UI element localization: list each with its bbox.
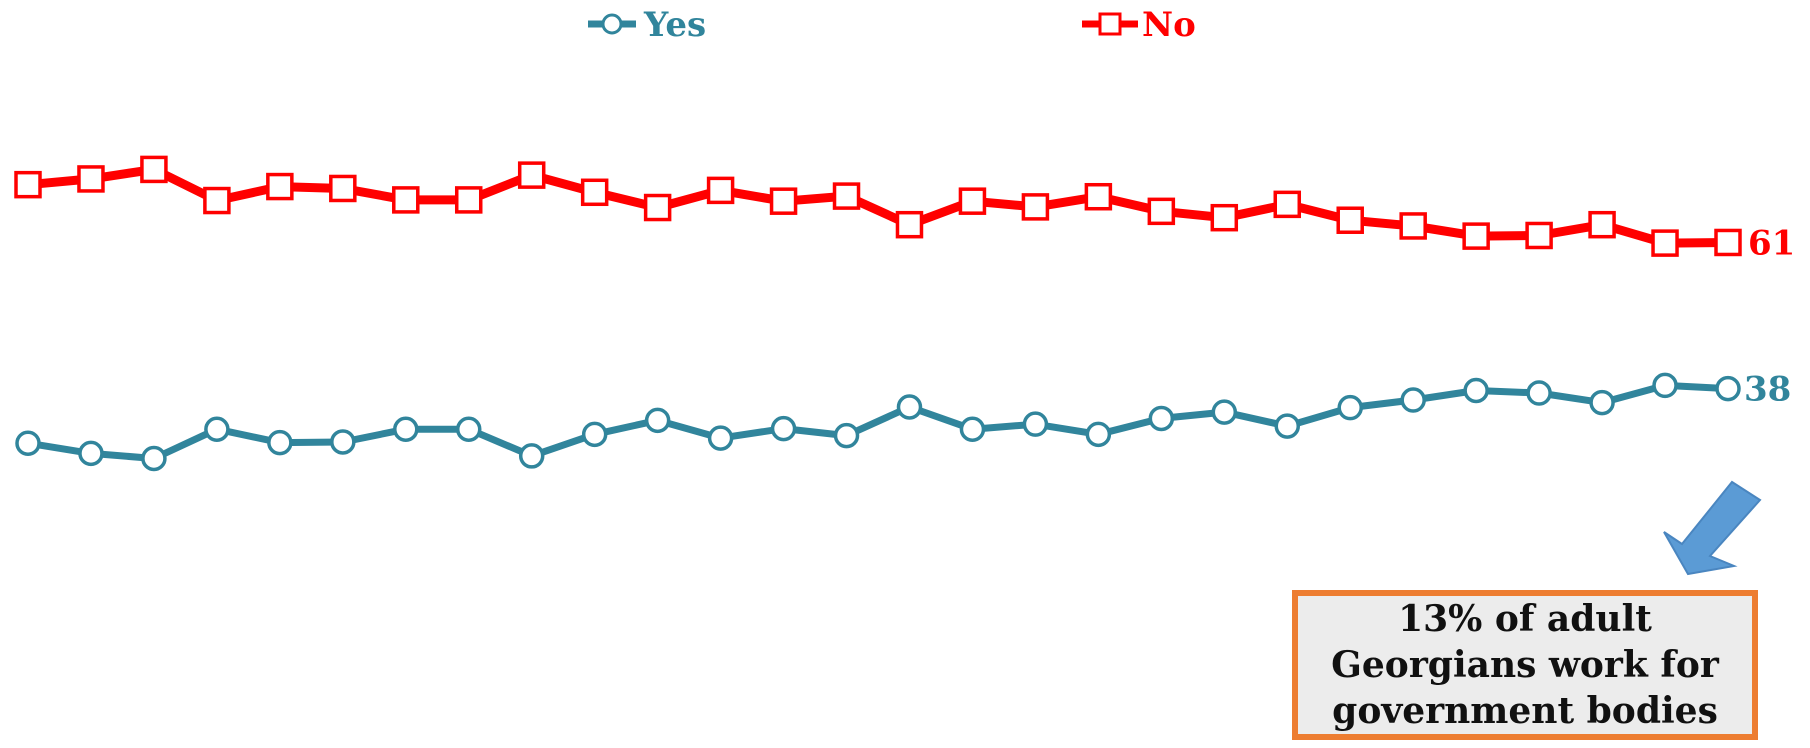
data-point-yes — [1526, 380, 1552, 406]
data-point-yes — [1022, 411, 1049, 437]
data-point-yes — [1211, 399, 1238, 425]
data-point-no — [832, 182, 861, 210]
data-point-yes — [1652, 372, 1678, 399]
legend-yes-label: Yes — [643, 5, 706, 45]
data-point-yes — [330, 429, 356, 455]
data-point-yes — [1337, 394, 1363, 421]
data-point-yes — [141, 445, 167, 472]
data-point-no — [1273, 190, 1302, 219]
data-point-no — [769, 187, 798, 215]
data-point-no — [329, 174, 357, 203]
data-point-no — [1147, 197, 1176, 226]
data-point-no — [392, 186, 420, 214]
data-point-no — [643, 193, 672, 222]
data-point-yes — [707, 425, 734, 451]
series-line-no — [27, 164, 1729, 248]
data-point-yes — [770, 415, 797, 442]
series-no — [14, 155, 1742, 257]
data-point-no — [14, 170, 42, 199]
data-point-yes — [833, 422, 860, 449]
plot-area — [14, 155, 1742, 472]
data-point-yes — [518, 443, 545, 469]
data-point-yes — [581, 421, 608, 448]
data-point-no — [958, 187, 987, 215]
callout-box: 13% of adult Georgians work for governme… — [1292, 590, 1758, 740]
callout-text: 13% of adult Georgians work for governme… — [1331, 598, 1719, 732]
data-point-yes — [455, 416, 482, 442]
end-label-yes: 38 — [1744, 370, 1791, 410]
data-point-yes — [1148, 405, 1175, 432]
data-point-no — [580, 178, 609, 207]
callout-arrow — [1663, 480, 1762, 576]
data-point-no — [517, 161, 546, 189]
data-point-no — [1084, 182, 1113, 211]
data-point-no — [1336, 206, 1364, 234]
data-point-yes — [393, 416, 419, 442]
data-point-no — [266, 172, 294, 201]
series-yes — [15, 372, 1741, 472]
legend: Yes No — [588, 5, 1196, 45]
legend-item-no: No — [1082, 5, 1196, 45]
data-point-no — [706, 176, 735, 205]
end-labels: 38 61 — [1744, 223, 1795, 409]
data-point-yes — [78, 440, 104, 467]
data-point-yes — [1085, 421, 1112, 448]
data-point-no — [140, 155, 168, 184]
data-point-yes — [204, 416, 230, 442]
data-point-no — [1210, 203, 1239, 232]
data-point-yes — [644, 407, 671, 434]
data-point-no — [1462, 222, 1490, 250]
data-point-yes — [15, 430, 41, 456]
data-point-no — [1525, 221, 1553, 250]
end-label-no: 61 — [1748, 223, 1795, 263]
data-point-no — [895, 210, 924, 239]
data-point-no — [1714, 228, 1742, 257]
data-point-yes — [1400, 387, 1426, 413]
data-point-no — [1399, 212, 1427, 240]
data-point-no — [1588, 210, 1616, 239]
data-point-no — [1651, 229, 1679, 257]
series-line-yes — [27, 381, 1729, 462]
data-point-no — [77, 165, 105, 193]
legend-no-label: No — [1142, 5, 1196, 45]
data-point-yes — [959, 416, 986, 442]
data-point-yes — [1463, 377, 1489, 404]
data-point-no — [454, 186, 483, 214]
legend-item-yes: Yes — [588, 5, 706, 45]
data-point-no — [203, 186, 231, 215]
data-point-yes — [267, 429, 293, 456]
data-point-yes — [1715, 375, 1741, 402]
legend-no-marker — [1098, 12, 1122, 36]
data-point-yes — [1274, 413, 1301, 439]
data-point-yes — [896, 394, 923, 420]
data-point-no — [1021, 193, 1050, 221]
data-point-yes — [1589, 389, 1615, 416]
legend-yes-marker — [601, 13, 623, 35]
